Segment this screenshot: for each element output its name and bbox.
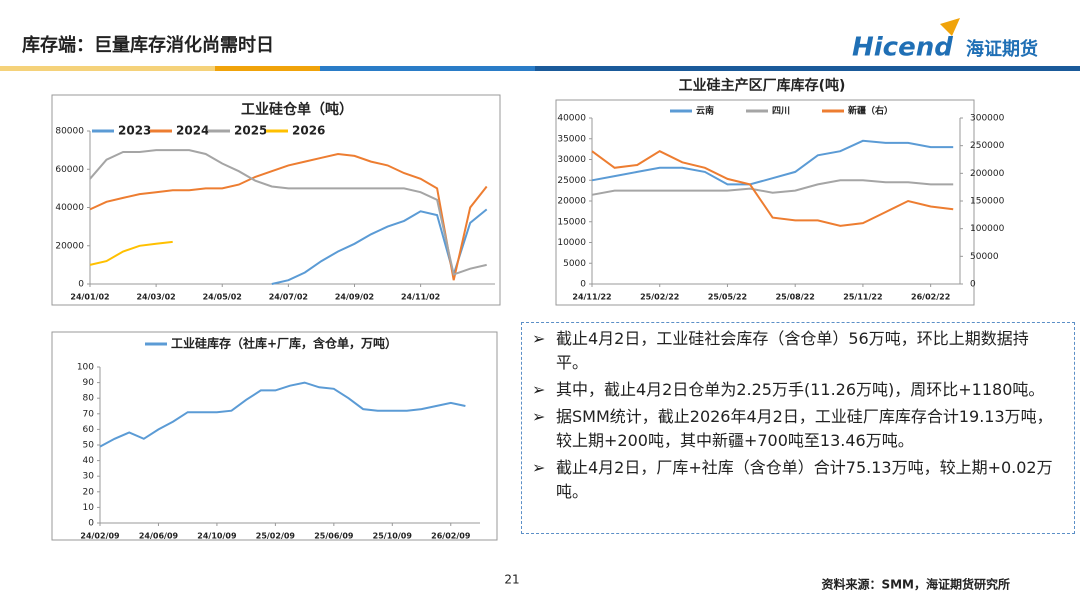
series-line (89, 240, 173, 266)
x-tick-label: 25/10/09 (373, 532, 413, 541)
logo-brand: Hicend (852, 33, 953, 63)
legend-label: 工业硅库存（社库+厂库，含仓单，万吨） (171, 336, 397, 351)
x-tick-label: 26/02/09 (431, 532, 471, 541)
y-tick-label: 40 (83, 456, 95, 466)
y-tick-label: 0 (88, 519, 94, 529)
y-tick-label: 40000 (55, 203, 84, 213)
x-tick-label: 24/09/02 (335, 293, 374, 302)
y-tick-label: 20000 (557, 197, 586, 207)
logo-name: 海证期货 (966, 38, 1038, 60)
legend-label: 2024 (176, 124, 209, 138)
y-tick-label: 30000 (557, 155, 586, 165)
y-tick-label: 10 (83, 503, 95, 513)
header-bar (320, 66, 535, 71)
y2-tick-label: 100000 (970, 224, 1005, 234)
y-tick-label: 0 (580, 280, 586, 290)
bullet: 截止4月2日，工业硅社会库存（含仓单）56万吨，环比上期数据持平。 (530, 327, 1060, 375)
y2-tick-label: 0 (970, 280, 976, 290)
source: 资料来源：SMM，海证期货研究所 (821, 577, 1010, 592)
series-line (99, 381, 466, 448)
header-bar (535, 66, 1080, 71)
series-line (89, 149, 487, 276)
x-tick-label: 24/02/09 (80, 532, 120, 541)
y-tick-label: 80 (83, 394, 95, 404)
y2-tick-label: 150000 (970, 197, 1005, 207)
y2-tick-label: 250000 (970, 141, 1005, 151)
x-tick-label: 24/11/22 (572, 293, 611, 302)
series-line (591, 139, 954, 186)
x-tick-label: 24/07/02 (269, 293, 308, 302)
y-tick-label: 5000 (563, 259, 586, 269)
x-tick-label: 24/03/02 (136, 293, 175, 302)
chart-frame (555, 99, 975, 306)
y-tick-label: 30 (83, 472, 95, 482)
chart-title: 工业硅主产区厂库库存(吨) (679, 77, 846, 94)
legend-label: 四川 (772, 106, 790, 117)
x-tick-label: 24/05/02 (203, 293, 242, 302)
x-tick-label: 26/02/22 (911, 293, 950, 302)
series-line (89, 152, 488, 281)
y-tick-label: 40000 (557, 114, 586, 124)
bullet: 截止4月2日，厂库+社库（含仓单）合计75.13万吨，较上期+0.02万吨。 (530, 456, 1060, 504)
legend-label: 2026 (292, 124, 325, 138)
y-tick-label: 100 (77, 363, 94, 373)
x-tick-label: 24/11/02 (401, 293, 440, 302)
legend-label: 2023 (118, 124, 151, 138)
x-tick-label: 24/01/02 (70, 293, 109, 302)
legend-label: 新疆（右） (848, 105, 893, 117)
y-tick-label: 20000 (55, 241, 84, 251)
y-tick-label: 80000 (55, 127, 84, 137)
chart-title: 工业硅仓单（吨） (241, 101, 353, 118)
logo-mark (940, 18, 960, 36)
series-line (591, 179, 954, 196)
y2-tick-label: 50000 (970, 252, 999, 262)
page-number: 21 (504, 573, 519, 587)
bullet: 据SMM统计，截止2026年4月2日，工业硅厂库库存合计19.13万吨，较上期+… (530, 405, 1060, 453)
y-tick-label: 20 (83, 487, 95, 497)
x-tick-label: 25/11/22 (843, 293, 882, 302)
chart-frame (51, 94, 501, 306)
y-tick-label: 10000 (557, 238, 586, 248)
y-tick-label: 25000 (557, 176, 586, 186)
x-tick-label: 25/05/22 (708, 293, 747, 302)
y-tick-label: 35000 (557, 134, 586, 144)
x-tick-label: 25/06/09 (314, 532, 354, 541)
legend-label: 2025 (234, 124, 267, 138)
series-line (591, 150, 954, 227)
y2-tick-label: 300000 (970, 114, 1005, 124)
bullet-box: 截止4月2日，工业硅社会库存（含仓单）56万吨，环比上期数据持平。 其中，截止4… (521, 322, 1075, 534)
y-tick-label: 90 (83, 378, 95, 388)
y-tick-label: 50 (83, 441, 95, 451)
y-tick-label: 70 (83, 409, 95, 419)
chart-frame (51, 331, 498, 541)
x-tick-label: 25/02/22 (640, 293, 679, 302)
bullet: 其中，截止4月2日仓单为2.25万手(11.26万吨)，周环比+1180吨。 (530, 378, 1060, 402)
legend-label: 云南 (696, 105, 714, 117)
x-tick-label: 24/10/09 (197, 532, 237, 541)
y-tick-label: 0 (78, 280, 84, 290)
x-tick-label: 25/08/22 (776, 293, 815, 302)
y-tick-label: 60 (83, 425, 95, 435)
y2-tick-label: 200000 (970, 169, 1005, 179)
y-tick-label: 60000 (55, 165, 84, 175)
header-bar (0, 66, 215, 71)
y-tick-label: 15000 (557, 217, 586, 227)
slide-title: 库存端：巨量库存消化尚需时日 (22, 34, 274, 56)
x-tick-label: 24/06/09 (139, 532, 179, 541)
header-bar (215, 66, 320, 71)
x-tick-label: 25/02/09 (256, 532, 296, 541)
